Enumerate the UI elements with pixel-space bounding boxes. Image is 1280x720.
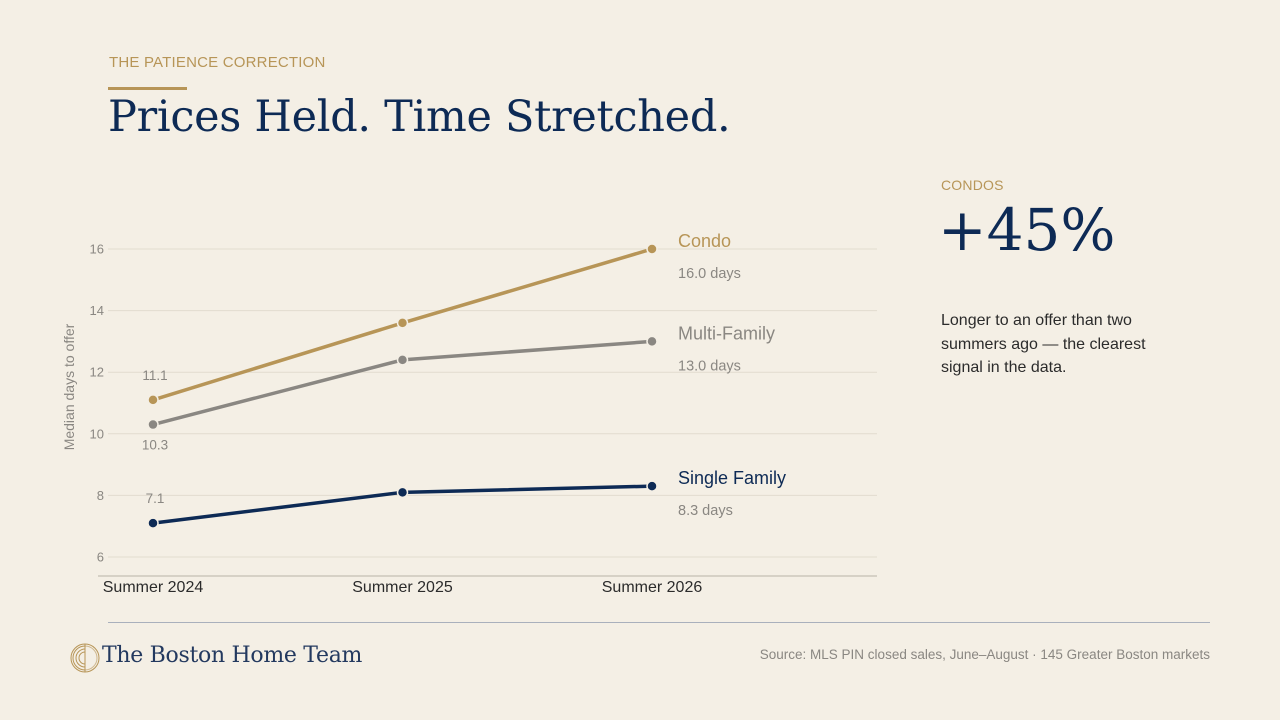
y-tick-label: 6 bbox=[97, 550, 104, 565]
data-point bbox=[646, 243, 658, 255]
brand-name: The Boston Home Team bbox=[102, 643, 363, 668]
end-value-label: 16.0 days bbox=[678, 266, 741, 282]
data-point bbox=[147, 517, 159, 529]
series-name-label: Condo bbox=[678, 231, 731, 251]
callout-value: +45% bbox=[938, 196, 1116, 264]
line-chart: 6 8 10 12 14 16 Median days to offer Summer 2… bbox=[61, 231, 877, 596]
footer-divider bbox=[108, 622, 1210, 623]
y-tick-label: 12 bbox=[90, 365, 104, 380]
source-note: Source: MLS PIN closed sales, June–Augus… bbox=[759, 647, 1210, 662]
y-axis: 6 8 10 12 14 16 bbox=[90, 242, 104, 565]
start-value-label: 11.1 bbox=[142, 368, 167, 383]
data-point bbox=[396, 486, 409, 499]
start-value-label: 7.1 bbox=[146, 491, 165, 506]
x-tick-label: Summer 2026 bbox=[602, 579, 703, 596]
y-tick-label: 8 bbox=[97, 488, 104, 503]
chart-series: 11.1 Condo 16.0 days 10.3 Multi-Family 13.0 d… bbox=[142, 231, 786, 529]
data-point bbox=[396, 317, 409, 329]
y-axis-label: Median days to offer bbox=[61, 323, 77, 450]
data-point bbox=[147, 394, 159, 406]
callout-eyebrow: CONDOS bbox=[941, 177, 1004, 193]
data-point bbox=[646, 335, 658, 348]
x-tick-label: Summer 2024 bbox=[103, 579, 204, 596]
chart-grid bbox=[108, 248, 877, 558]
data-point bbox=[396, 354, 409, 366]
series-name-label: Multi-Family bbox=[678, 323, 775, 343]
eyebrow-label: THE PATIENCE CORRECTION bbox=[109, 54, 326, 71]
eyebrow-rule bbox=[108, 87, 187, 90]
series-condo: 11.1 Condo 16.0 days bbox=[142, 231, 741, 406]
series-single-family: 7.1 Single Family 8.3 days bbox=[146, 468, 786, 529]
end-value-label: 8.3 days bbox=[678, 503, 733, 519]
callout-text: Longer to an offer than two summers ago … bbox=[941, 312, 1146, 376]
start-value-label: 10.3 bbox=[142, 438, 168, 453]
page-title: Prices Held. Time Stretched. bbox=[108, 92, 731, 142]
x-tick-label: Summer 2025 bbox=[352, 579, 453, 596]
y-tick-label: 10 bbox=[90, 426, 104, 441]
y-tick-label: 16 bbox=[90, 242, 104, 257]
sunburst-logo-icon bbox=[70, 643, 100, 673]
x-axis: Summer 2024 Summer 2025 Summer 2026 bbox=[98, 575, 877, 596]
end-value-label: 13.0 days bbox=[678, 358, 741, 374]
series-line bbox=[151, 339, 654, 427]
data-point bbox=[646, 480, 658, 492]
series-multi-family: 10.3 Multi-Family 13.0 days bbox=[142, 323, 775, 452]
y-tick-label: 14 bbox=[90, 303, 104, 318]
series-name-label: Single Family bbox=[678, 468, 786, 488]
data-point bbox=[147, 418, 159, 431]
